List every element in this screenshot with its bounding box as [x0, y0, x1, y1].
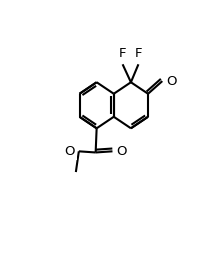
Text: O: O	[65, 145, 75, 158]
Text: O: O	[166, 75, 176, 88]
Text: O: O	[116, 145, 127, 158]
Text: F: F	[119, 47, 126, 60]
Text: F: F	[135, 47, 142, 60]
